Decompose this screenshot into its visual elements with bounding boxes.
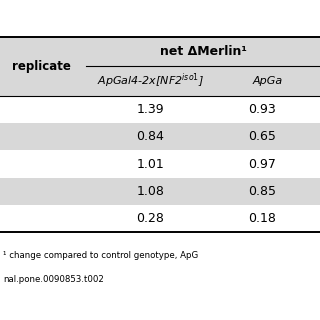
Bar bbox=[0, 66, 320, 96]
Bar bbox=[0, 150, 320, 178]
Bar bbox=[0, 37, 320, 66]
Text: 0.85: 0.85 bbox=[248, 185, 276, 198]
Text: 0.65: 0.65 bbox=[248, 130, 276, 143]
Text: 0.84: 0.84 bbox=[136, 130, 164, 143]
Text: 0.18: 0.18 bbox=[248, 212, 276, 225]
Bar bbox=[0, 205, 320, 232]
Text: nal.pone.0090853.t002: nal.pone.0090853.t002 bbox=[3, 275, 104, 284]
Text: 1.08: 1.08 bbox=[136, 185, 164, 198]
Text: replicate: replicate bbox=[12, 60, 71, 73]
Text: 1.39: 1.39 bbox=[137, 103, 164, 116]
Bar bbox=[0, 96, 320, 123]
Text: 0.93: 0.93 bbox=[249, 103, 276, 116]
Text: 0.28: 0.28 bbox=[136, 212, 164, 225]
Bar bbox=[0, 178, 320, 205]
Text: net ΔMerlin¹: net ΔMerlin¹ bbox=[160, 45, 247, 58]
Text: 0.97: 0.97 bbox=[248, 157, 276, 171]
Text: ApGal4-2x[NF2$^{iso1}$]: ApGal4-2x[NF2$^{iso1}$] bbox=[97, 71, 204, 90]
Text: 1.01: 1.01 bbox=[137, 157, 164, 171]
Bar bbox=[0, 123, 320, 150]
Text: ApGa: ApGa bbox=[253, 76, 283, 86]
Text: ¹ change compared to control genotype, ApG: ¹ change compared to control genotype, A… bbox=[3, 251, 198, 260]
